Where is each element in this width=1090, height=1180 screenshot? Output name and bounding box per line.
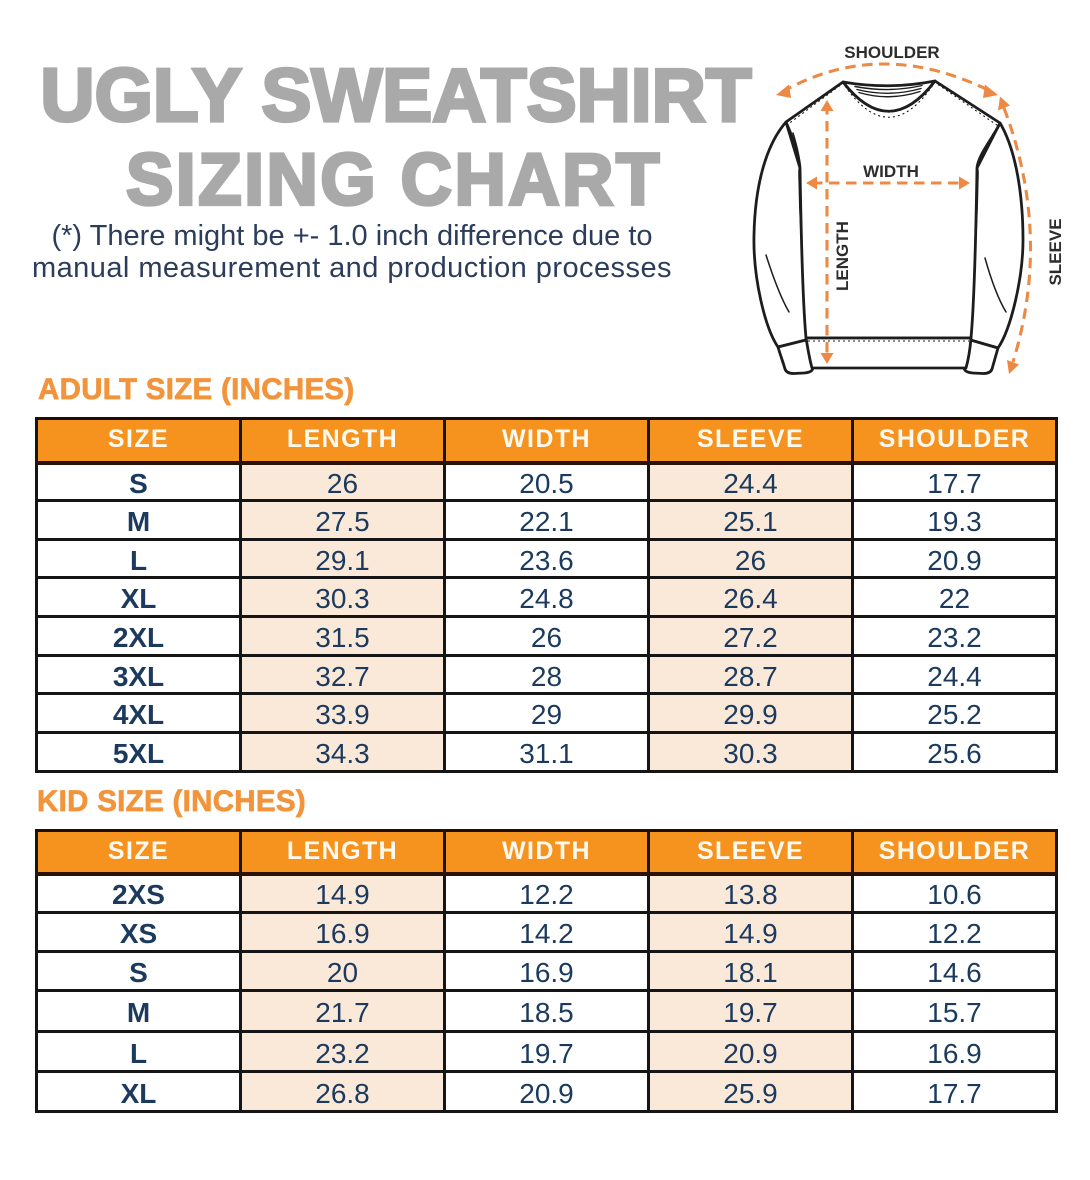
svg-text:WIDTH: WIDTH bbox=[863, 162, 919, 181]
svg-text:SHOULDER: SHOULDER bbox=[844, 43, 939, 62]
svg-text:SLEEVE: SLEEVE bbox=[1046, 218, 1065, 285]
svg-text:LENGTH: LENGTH bbox=[833, 221, 852, 291]
